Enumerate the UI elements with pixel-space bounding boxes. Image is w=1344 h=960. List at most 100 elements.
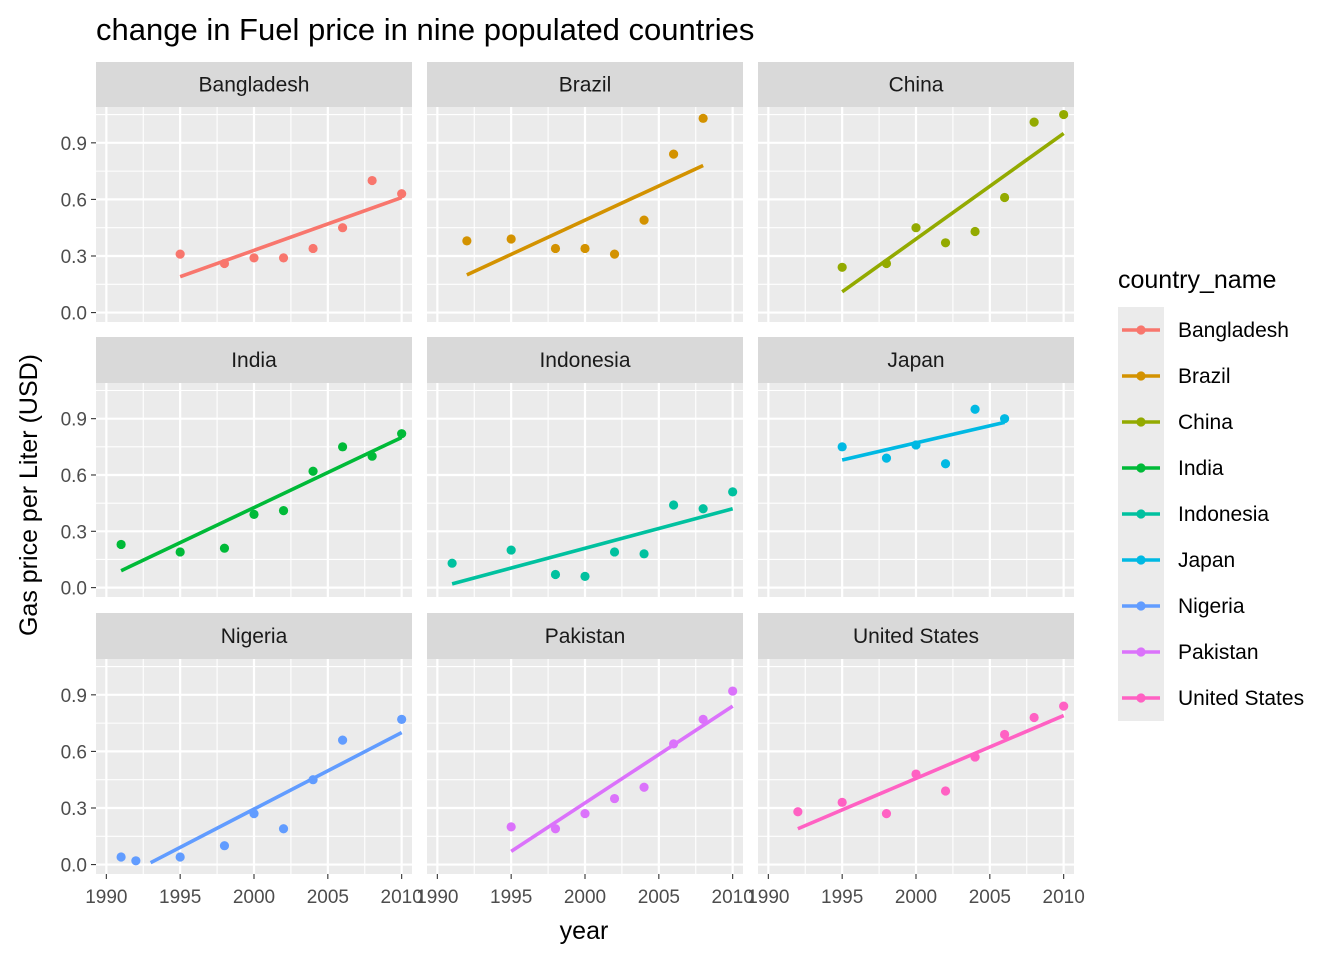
facet-bangladesh: Bangladesh 0.0 0.3 0.6 0.9 xyxy=(61,62,412,325)
data-point-indonesia xyxy=(550,569,561,580)
data-point-indonesia xyxy=(580,571,590,581)
data-point-indonesia xyxy=(668,500,679,510)
legend-item-indonesia: Indonesia xyxy=(1118,491,1269,537)
data-point-united-states xyxy=(793,807,803,817)
x-tick-label: 1995 xyxy=(821,887,863,908)
data-point-united-states xyxy=(1059,701,1069,711)
legend-key-point xyxy=(1136,325,1146,335)
x-tick-label: 2000 xyxy=(233,887,275,908)
legend-item-japan: Japan xyxy=(1118,537,1235,583)
data-point-bangladesh xyxy=(337,223,348,233)
facet-brazil: Brazil xyxy=(427,62,743,322)
legend: country_name Bangladesh Brazil China India I… xyxy=(1118,266,1304,721)
data-point-china xyxy=(837,262,847,272)
legend-key-point xyxy=(1136,463,1146,473)
x-axis-title: year xyxy=(560,917,609,945)
y-tick-label: 0.3 xyxy=(61,522,87,543)
facet-strip-pakistan xyxy=(427,613,743,659)
legend-item-united-states: United States xyxy=(1118,675,1304,721)
x-tick-label: 1990 xyxy=(85,887,127,908)
data-point-united-states xyxy=(940,786,951,796)
data-point-brazil xyxy=(506,234,516,244)
facet-strip-bangladesh xyxy=(96,62,412,107)
data-point-nigeria xyxy=(116,852,126,862)
data-point-nigeria xyxy=(308,775,318,785)
x-tick-label: 1990 xyxy=(416,887,458,908)
data-point-india xyxy=(175,547,185,557)
y-tick-label: 0.6 xyxy=(61,742,87,763)
facet-strip-china xyxy=(758,62,1074,107)
data-point-bangladesh xyxy=(397,189,407,199)
trend-line-japan xyxy=(841,420,1006,462)
trend-line-india xyxy=(120,435,403,573)
data-point-brazil xyxy=(609,249,620,259)
legend-key-point xyxy=(1136,647,1146,657)
facet-panels: Bangladesh 0.0 0.3 0.6 0.9 Brazil China India 0.… xyxy=(61,62,1085,908)
data-point-united-states xyxy=(881,809,892,819)
x-tick-label: 2000 xyxy=(564,887,606,908)
facet-india: India 0.0 0.3 0.6 0.9 xyxy=(61,337,412,600)
chart-title: change in Fuel price in nine populated c… xyxy=(96,12,754,47)
facet-strip-japan xyxy=(758,337,1074,383)
data-point-united-states xyxy=(999,729,1010,740)
legend-key-point xyxy=(1136,555,1146,565)
legend-item-bangladesh: Bangladesh xyxy=(1118,307,1289,353)
data-point-indonesia xyxy=(639,549,649,559)
x-tick-label: 1995 xyxy=(490,887,532,908)
legend-label: Bangladesh xyxy=(1178,319,1289,342)
trend-line-indonesia xyxy=(451,507,734,586)
data-point-brazil xyxy=(639,215,649,225)
y-tick-label: 0.0 xyxy=(61,856,87,877)
data-point-nigeria xyxy=(249,809,259,819)
legend-item-india: India xyxy=(1118,445,1224,491)
legend-title: country_name xyxy=(1118,266,1276,294)
y-tick-label: 0.0 xyxy=(61,579,87,600)
data-point-india xyxy=(219,543,230,553)
y-axis-title: Gas price per Liter (USD) xyxy=(15,354,43,636)
facet-label-bangladesh: Bangladesh xyxy=(199,74,310,97)
data-point-india xyxy=(337,442,348,452)
legend-label: Nigeria xyxy=(1178,595,1245,618)
legend-key-point xyxy=(1136,417,1146,427)
facet-label-united-states: United States xyxy=(853,625,979,648)
data-point-japan xyxy=(970,404,980,414)
data-point-china xyxy=(999,192,1010,203)
x-tick-label: 2000 xyxy=(895,887,937,908)
legend-key-point xyxy=(1136,693,1146,703)
data-point-japan xyxy=(837,442,847,452)
data-point-nigeria xyxy=(131,856,141,866)
legend-label: India xyxy=(1178,457,1224,480)
legend-key-point xyxy=(1136,601,1146,611)
data-point-bangladesh xyxy=(175,249,185,259)
data-point-brazil xyxy=(580,243,590,254)
facet-strip-united-states xyxy=(758,613,1074,659)
facet-nigeria: Nigeria 0.0 0.3 0.6 0.9 1990 1995 2000 2005 2010 xyxy=(61,613,423,908)
facet-strip-nigeria xyxy=(96,613,412,659)
facet-pakistan: Pakistan 1990 1995 2000 2005 2010 xyxy=(416,613,754,908)
data-point-china xyxy=(970,226,980,237)
data-point-bangladesh xyxy=(278,253,289,263)
data-point-china xyxy=(1029,117,1039,127)
data-point-india xyxy=(278,506,289,516)
legend-key-point xyxy=(1136,371,1146,381)
x-tick-label: 2005 xyxy=(638,887,680,908)
data-point-japan xyxy=(940,459,951,469)
data-point-india xyxy=(308,466,318,476)
data-point-india xyxy=(116,539,126,550)
facet-indonesia: Indonesia xyxy=(427,337,743,597)
data-point-nigeria xyxy=(397,714,407,724)
data-point-bangladesh xyxy=(219,258,230,269)
facet-strip-brazil xyxy=(427,62,743,107)
facet-united-states: United States 1990 1995 2000 2005 2010 xyxy=(747,613,1085,908)
data-point-pakistan xyxy=(639,782,649,792)
data-point-pakistan xyxy=(550,824,561,834)
data-point-indonesia xyxy=(506,545,516,555)
x-tick-label: 1990 xyxy=(747,887,789,908)
y-tick-label: 0.9 xyxy=(61,686,87,707)
data-point-brazil xyxy=(668,149,679,159)
x-tick-label: 2010 xyxy=(712,887,754,908)
trend-line-nigeria xyxy=(149,730,403,865)
trend-line-united-states xyxy=(797,713,1065,831)
data-point-pakistan xyxy=(668,739,679,749)
